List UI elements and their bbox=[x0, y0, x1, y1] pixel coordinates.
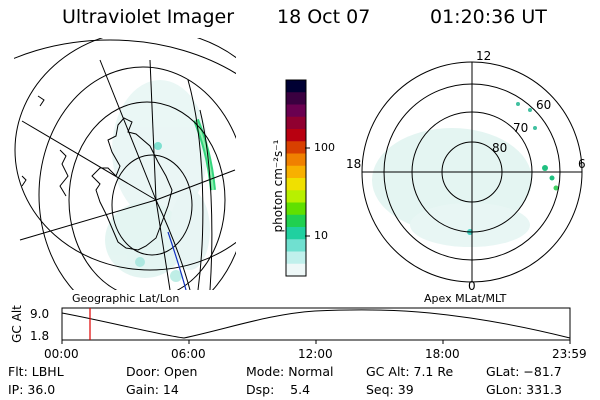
colorbar-segment bbox=[286, 141, 306, 154]
altitude-curve bbox=[61, 309, 571, 339]
altitude-ylabel: GC Alt bbox=[10, 305, 24, 343]
colorbar-segment bbox=[286, 227, 306, 240]
colorbar-segment bbox=[286, 165, 306, 179]
ip-info: IP: 36.0 bbox=[8, 382, 56, 397]
altitude-plot bbox=[61, 307, 571, 344]
colorbar-segment bbox=[286, 116, 306, 130]
instrument-title: Ultraviolet Imager bbox=[62, 6, 235, 28]
mlat-label-60: 60 bbox=[536, 98, 551, 112]
colorbar-segment bbox=[286, 263, 306, 277]
colorbar-segment bbox=[286, 214, 306, 228]
colorbar-unit-label: photon cm⁻²s⁻¹ bbox=[271, 139, 285, 233]
mlat-label-80: 80 bbox=[492, 141, 507, 155]
geo-aurora-haze bbox=[105, 80, 210, 278]
glon-info: GLon: 331.3 bbox=[486, 382, 562, 397]
date-label: 18 Oct 07 bbox=[277, 6, 371, 28]
polar-caption: Apex MLat/MLT bbox=[424, 292, 507, 305]
gain-info: Gain: 14 bbox=[126, 382, 179, 397]
seq-info: Seq: 39 bbox=[366, 382, 414, 397]
colorbar-segment bbox=[286, 202, 306, 216]
time-tick-1200: 12:00 bbox=[298, 347, 333, 361]
filter-info: Flt: LBHL bbox=[8, 364, 64, 379]
colorbar-segment bbox=[286, 104, 306, 118]
colorbar-segment bbox=[286, 251, 306, 265]
geo-aurora-spot bbox=[154, 142, 162, 150]
colorbar-tick-10: 10 bbox=[314, 229, 328, 242]
altitude-ytick-1-8: 1.8 bbox=[30, 329, 50, 343]
mlt-label-12: 12 bbox=[476, 49, 491, 63]
colorbar-segment bbox=[286, 153, 306, 167]
colorbar-border bbox=[285, 79, 307, 277]
polar-map bbox=[361, 61, 583, 283]
mlt-label-18: 18 bbox=[346, 157, 361, 171]
time-tick-0000: 00:00 bbox=[44, 347, 79, 361]
colorbar-segment bbox=[286, 178, 306, 191]
geo-outer-circle bbox=[38, 66, 236, 290]
color-scale-bar bbox=[285, 79, 307, 277]
mlat-label-70: 70 bbox=[513, 121, 528, 135]
glat-info: GLat: −81.7 bbox=[486, 364, 562, 379]
time-label: 01:20:36 UT bbox=[430, 6, 547, 28]
geo-inner-circle bbox=[111, 154, 193, 256]
geo-caption: Geographic Lat/Lon bbox=[72, 292, 179, 305]
geographic-map bbox=[14, 38, 236, 290]
time-tick-2359: 23:59 bbox=[552, 347, 587, 361]
dsp-info: Dsp: 5.4 bbox=[246, 382, 311, 397]
colorbar-segment bbox=[286, 239, 306, 252]
time-tick-1800: 18:00 bbox=[425, 347, 460, 361]
gc-alt-info: GC Alt: 7.1 Re bbox=[366, 364, 454, 379]
altitude-ytick-9: 9.0 bbox=[30, 307, 50, 321]
colorbar-segment bbox=[286, 80, 306, 93]
mode-info: Mode: Normal bbox=[246, 364, 334, 379]
colorbar-tick-100: 100 bbox=[314, 141, 335, 154]
colorbar-segment bbox=[286, 129, 306, 142]
geo-blue-track bbox=[167, 231, 187, 290]
time-tick-0600: 06:00 bbox=[171, 347, 206, 361]
colorbar-segment bbox=[286, 92, 306, 105]
mlt-label-6: 6 bbox=[578, 157, 586, 171]
mlt-label-0: 0 bbox=[468, 279, 476, 293]
geo-coastline bbox=[91, 117, 173, 251]
geo-meridians bbox=[19, 59, 236, 290]
door-info: Door: Open bbox=[126, 364, 198, 379]
colorbar-segment bbox=[286, 190, 306, 203]
